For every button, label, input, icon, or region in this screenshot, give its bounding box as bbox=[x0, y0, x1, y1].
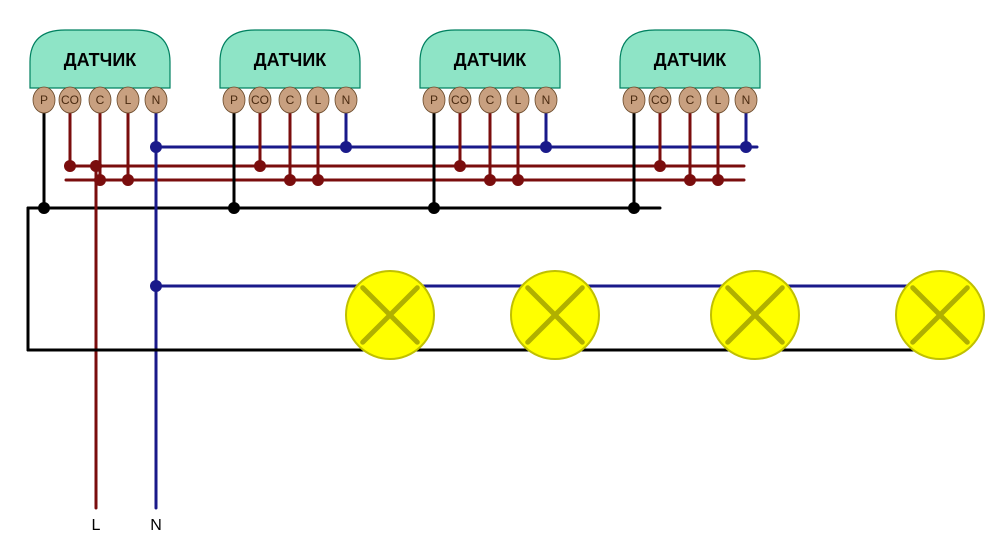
wiring-diagram: ДАТЧИКPCOCLNДАТЧИКPCOCLNДАТЧИКPCOCLNДАТЧ… bbox=[0, 0, 989, 550]
sensor: ДАТЧИК P CO C L N bbox=[220, 30, 360, 113]
lamp bbox=[346, 271, 434, 359]
pin-label: CO bbox=[451, 93, 469, 107]
pin-label: N bbox=[742, 93, 751, 107]
pin-label: CO bbox=[61, 93, 79, 107]
pin-label: L bbox=[125, 93, 132, 107]
pin-label: C bbox=[286, 93, 295, 107]
sensor-label: ДАТЧИК bbox=[64, 50, 138, 70]
pin-label: N bbox=[152, 93, 161, 107]
supply-label-n: N bbox=[150, 517, 162, 534]
pin-label: C bbox=[686, 93, 695, 107]
pin-label: C bbox=[96, 93, 105, 107]
sensor: ДАТЧИК P CO C L N bbox=[420, 30, 560, 113]
pin-label: C bbox=[486, 93, 495, 107]
sensor: ДАТЧИК P CO C L N bbox=[30, 30, 170, 113]
pin-label: P bbox=[430, 93, 438, 107]
pin-label: L bbox=[515, 93, 522, 107]
lamp bbox=[896, 271, 984, 359]
lamp bbox=[711, 271, 799, 359]
pin-label: P bbox=[40, 93, 48, 107]
sensor-label: ДАТЧИК bbox=[454, 50, 528, 70]
sensor-label: ДАТЧИК bbox=[254, 50, 328, 70]
pin-label: N bbox=[542, 93, 551, 107]
supply-label-l: L bbox=[92, 517, 101, 534]
sensor-label: ДАТЧИК bbox=[654, 50, 728, 70]
lamp bbox=[511, 271, 599, 359]
pin-label: N bbox=[342, 93, 351, 107]
pin-label: L bbox=[315, 93, 322, 107]
pin-label: CO bbox=[651, 93, 669, 107]
pin-label: P bbox=[630, 93, 638, 107]
pin-label: CO bbox=[251, 93, 269, 107]
pin-label: P bbox=[230, 93, 238, 107]
pin-label: L bbox=[715, 93, 722, 107]
sensor: ДАТЧИК P CO C L N bbox=[620, 30, 760, 113]
